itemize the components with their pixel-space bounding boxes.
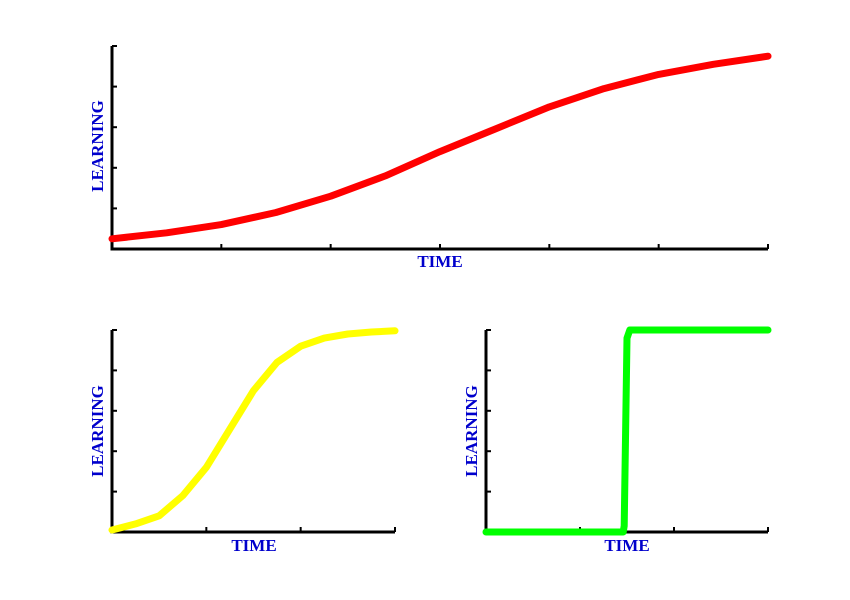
axis-frame <box>110 330 395 534</box>
chart-bottom-right: TIME LEARNING <box>462 326 772 555</box>
chart-top: TIME LEARNING <box>88 45 772 271</box>
series-line <box>482 326 772 536</box>
y-axis-label: LEARNING <box>462 385 481 477</box>
chart-bottom-left: TIME LEARNING <box>88 327 399 555</box>
x-axis-label: TIME <box>231 536 276 555</box>
axis-frame <box>110 46 768 251</box>
y-axis-label: LEARNING <box>88 100 107 192</box>
x-axis-label: TIME <box>604 536 649 555</box>
x-axis-label: TIME <box>417 252 462 271</box>
y-axis-label: LEARNING <box>88 385 107 477</box>
axis-ticks <box>111 329 396 533</box>
series-line <box>108 327 399 534</box>
series-line <box>108 52 772 243</box>
axis-ticks <box>111 45 769 250</box>
